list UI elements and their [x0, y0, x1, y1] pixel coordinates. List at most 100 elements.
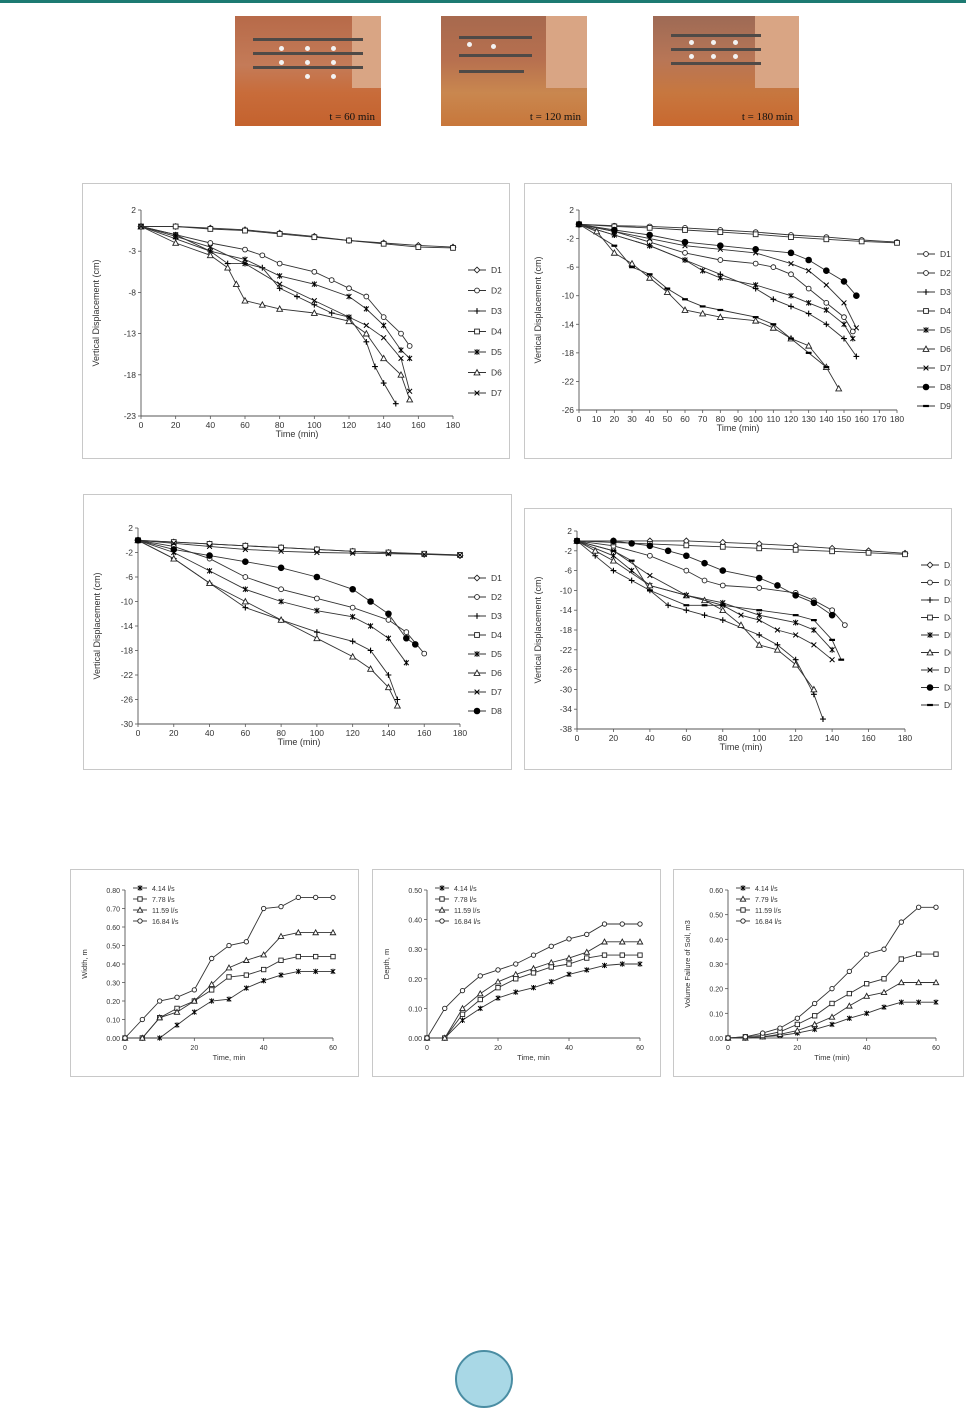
data-point	[618, 938, 626, 945]
data-point	[619, 952, 625, 958]
data-point	[349, 652, 357, 660]
data-point	[805, 310, 812, 317]
data-point	[792, 592, 799, 599]
data-point	[823, 307, 830, 313]
data-point	[276, 285, 283, 292]
series-d8	[134, 536, 419, 648]
displacement-chart-2: 2 -2 -6 -10 -14 -18 -22 -260 10 20 30 40 50 60 70 80 90 1…	[533, 205, 951, 433]
x-tick-label: 40	[863, 1045, 871, 1052]
data-point	[424, 1035, 430, 1041]
data-point	[191, 987, 197, 993]
data-point	[646, 231, 653, 239]
data-point	[805, 299, 812, 306]
page-number-badge	[455, 1350, 513, 1408]
data-point	[385, 617, 392, 623]
data-point	[646, 589, 653, 592]
series-d7	[576, 221, 860, 331]
series-d4	[138, 223, 456, 251]
data-point	[328, 310, 335, 316]
data-point	[311, 268, 318, 275]
legend-label: D1	[491, 265, 502, 275]
legend-marker	[927, 703, 933, 707]
x-tick-label: 40	[260, 1045, 268, 1052]
data-point	[242, 956, 250, 963]
data-point	[226, 942, 232, 949]
data-point	[756, 612, 762, 619]
data-point	[366, 665, 375, 672]
data-point	[394, 696, 401, 703]
data-point	[881, 976, 887, 982]
data-point	[566, 936, 572, 942]
x-axis-label: Time (min)	[814, 1053, 850, 1062]
data-point	[828, 1013, 836, 1020]
x-tick-label: 60	[682, 733, 692, 743]
x-tick-label: 160	[417, 728, 431, 738]
data-point	[205, 579, 214, 586]
data-point	[609, 556, 618, 564]
y-tick-label: -6	[564, 566, 572, 576]
x-tick-label: 140	[377, 420, 391, 430]
data-point	[313, 629, 320, 636]
legend-label: D3	[491, 306, 502, 316]
legend-label: D3	[491, 611, 502, 621]
y-tick-label: -18	[560, 625, 573, 635]
data-point	[637, 921, 643, 927]
x-tick-label: 120	[784, 414, 798, 424]
legend-label: D7	[491, 687, 502, 697]
x-tick-label: 60	[329, 1045, 337, 1052]
data-point	[701, 612, 708, 619]
legend-marker	[923, 251, 929, 257]
series-16-84-l-s	[725, 904, 939, 1041]
data-point	[793, 1026, 801, 1034]
data-point	[495, 995, 501, 1001]
data-point	[260, 951, 268, 958]
data-point	[243, 972, 249, 978]
data-point	[295, 968, 301, 975]
data-point	[794, 1021, 800, 1028]
data-point	[619, 961, 625, 967]
series-line	[578, 223, 898, 244]
data-point	[384, 683, 393, 691]
legend-label: 4.14 l/s	[755, 886, 778, 893]
data-point	[450, 245, 456, 251]
data-point	[699, 267, 706, 274]
data-point	[820, 716, 826, 722]
data-point	[810, 599, 818, 607]
legend-marker	[137, 918, 143, 924]
data-point	[477, 973, 483, 979]
data-point	[494, 978, 502, 985]
data-point	[683, 604, 690, 607]
legend-marker	[473, 707, 481, 715]
x-tick-label: 60	[241, 728, 251, 738]
data-point	[477, 1005, 483, 1012]
data-point	[682, 257, 688, 263]
data-point	[398, 330, 404, 337]
y-tick-label: -30	[121, 719, 134, 729]
y-tick-label: 0.60	[709, 888, 723, 895]
depth-chart: 0.00 0.10 0.20 0.30 0.40 0.50 0 20 40 60 Time, min…	[382, 885, 644, 1062]
legend-marker	[739, 895, 747, 902]
y-tick-label: 0.10	[408, 1006, 422, 1013]
data-point	[513, 961, 519, 967]
legend: 4.14 l/s 7.78 l/s 11.59 l/s 16.84 l/s	[435, 885, 481, 926]
data-point	[261, 905, 267, 912]
legend-label: 11.59 l/s	[454, 908, 480, 915]
x-tick-label: 60	[636, 1045, 644, 1052]
data-point	[380, 334, 387, 341]
x-tick-label: 0	[726, 1045, 730, 1052]
data-point	[207, 240, 214, 246]
data-point	[881, 1004, 887, 1010]
legend-label: D4	[491, 630, 502, 640]
y-tick-label: -6	[566, 262, 574, 272]
data-point	[770, 323, 777, 326]
data-point	[610, 537, 617, 545]
data-point	[933, 999, 939, 1005]
data-point	[385, 672, 392, 678]
data-point	[206, 543, 213, 550]
data-point	[770, 296, 777, 303]
data-point	[225, 964, 233, 971]
data-point	[752, 282, 759, 288]
data-point	[362, 329, 370, 337]
data-point	[349, 550, 356, 556]
data-point	[243, 985, 249, 991]
